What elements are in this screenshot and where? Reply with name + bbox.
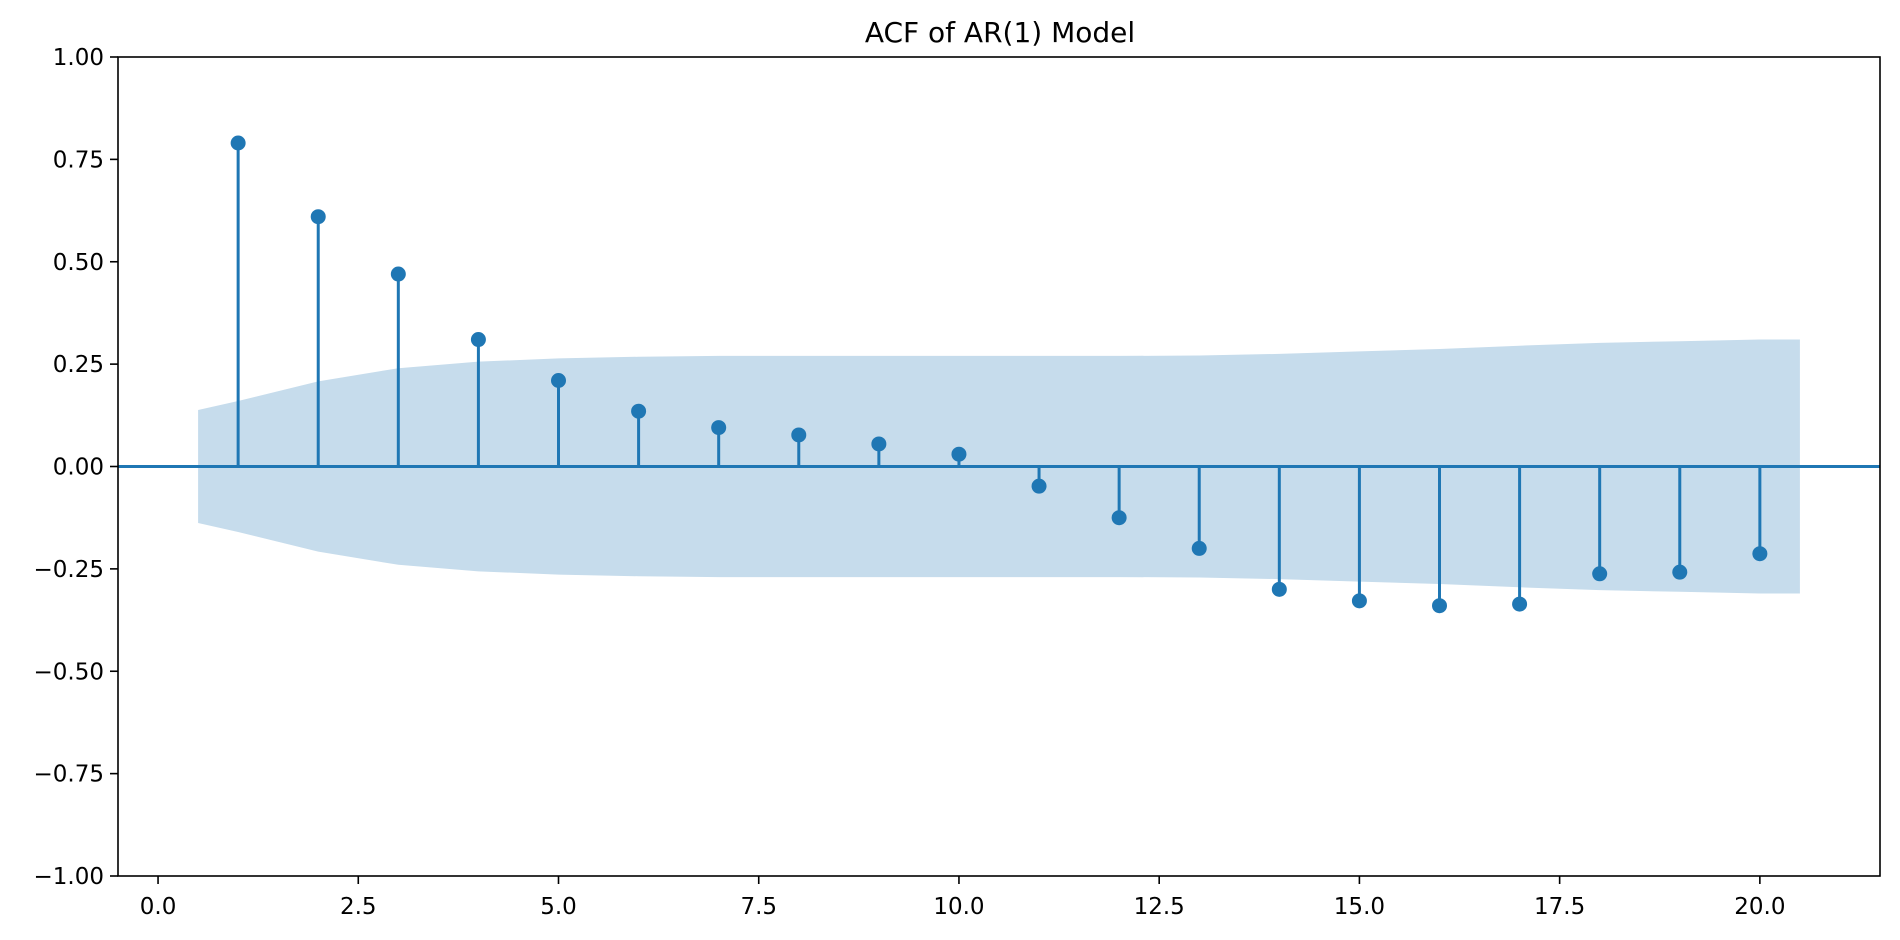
x-tick-label: 0.0 (140, 894, 177, 920)
acf-point-lag-2 (310, 209, 326, 225)
acf-point-lag-16 (1432, 598, 1447, 614)
y-tick-label: 1.00 (53, 45, 104, 71)
acf-point-lag-17 (1512, 596, 1528, 612)
y-tick-label: 0.75 (53, 147, 104, 173)
y-tick-label: −0.75 (34, 762, 104, 788)
acf-point-lag-8 (791, 427, 807, 443)
x-tick-label: 12.5 (1134, 894, 1185, 920)
y-tick-label: −0.50 (34, 659, 104, 685)
acf-point-lag-15 (1351, 593, 1367, 609)
y-tick-label: 0.25 (53, 352, 104, 378)
x-tick-label: 10.0 (933, 894, 984, 920)
tick-layer: 0.0 2.5 5.0 7.5 10.0 12.5 15.0 17.5 20.0 1.00 0.75… (34, 45, 1786, 920)
y-tick-label: 0.50 (53, 250, 104, 276)
acf-point-lag-18 (1592, 566, 1608, 582)
y-tick-label: −1.00 (34, 864, 104, 890)
acf-point-lag-9 (871, 436, 887, 452)
x-tick-label: 5.0 (540, 894, 577, 920)
x-tick-label: 17.5 (1534, 894, 1585, 920)
acf-point-lag-5 (551, 373, 566, 389)
acf-point-lag-11 (1031, 478, 1047, 494)
x-tick-label: 2.5 (340, 894, 377, 920)
acf-point-lag-10 (951, 446, 967, 462)
acf-point-lag-1 (230, 135, 246, 151)
acf-point-lag-7 (711, 420, 727, 436)
stem-layer (230, 135, 1768, 614)
acf-point-lag-12 (1111, 510, 1127, 526)
acf-point-lag-19 (1672, 564, 1688, 580)
acf-point-lag-14 (1271, 581, 1287, 597)
acf-point-lag-13 (1191, 540, 1207, 556)
acf-point-lag-4 (470, 332, 486, 348)
acf-point-lag-6 (631, 403, 647, 419)
acf-point-lag-20 (1752, 546, 1768, 562)
chart-title: ACF of AR(1) Model (865, 16, 1135, 49)
y-tick-label: 0.00 (53, 455, 104, 481)
x-tick-label: 15.0 (1334, 894, 1385, 920)
x-tick-label: 20.0 (1734, 894, 1785, 920)
acf-point-lag-3 (390, 266, 406, 282)
x-tick-label: 7.5 (740, 894, 777, 920)
y-tick-label: −0.25 (34, 557, 104, 583)
